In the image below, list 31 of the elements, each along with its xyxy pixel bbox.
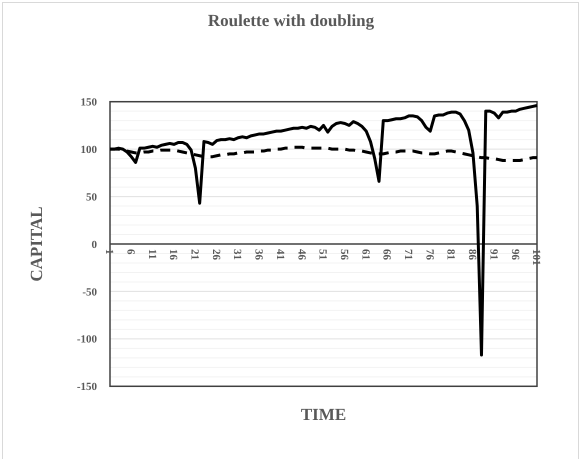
x-tick-label: 21 bbox=[188, 249, 201, 260]
y-tick-label: 150 bbox=[80, 96, 98, 109]
y-tick-label: -50 bbox=[82, 286, 98, 298]
y-tick-label: 50 bbox=[86, 191, 98, 204]
x-axis-title: TIME bbox=[300, 405, 346, 424]
x-tick-label: 36 bbox=[252, 249, 265, 260]
y-axis-title: CAPITAL bbox=[27, 206, 46, 282]
x-tick-label: 91 bbox=[487, 249, 500, 260]
x-tick-label: 76 bbox=[423, 249, 436, 260]
x-tick-label: 26 bbox=[210, 249, 222, 260]
x-tick-label: 1 bbox=[103, 249, 116, 254]
x-tick-label: 41 bbox=[274, 249, 286, 260]
y-tick-label: -100 bbox=[76, 334, 98, 346]
x-tick-label: 31 bbox=[231, 249, 244, 260]
x-tick-label: 66 bbox=[380, 249, 393, 260]
x-tick-label: 46 bbox=[295, 249, 308, 260]
y-tick-label: -150 bbox=[76, 381, 98, 394]
x-tick-label: 101 bbox=[530, 249, 542, 266]
chart-title: Roulette with doubling bbox=[208, 11, 375, 30]
x-tick-label: 16 bbox=[167, 249, 180, 260]
x-tick-label: 61 bbox=[359, 249, 372, 260]
x-tick-label: 11 bbox=[146, 249, 158, 260]
y-tick-label: 0 bbox=[92, 238, 98, 251]
x-tick-label: 86 bbox=[466, 249, 478, 260]
x-tick-label: 96 bbox=[508, 249, 521, 260]
x-tick-label: 56 bbox=[338, 249, 350, 260]
x-tick-label: 51 bbox=[316, 249, 329, 260]
x-tick-label: 81 bbox=[444, 249, 457, 260]
x-tick-label: 6 bbox=[124, 249, 136, 255]
y-tick-label: 100 bbox=[80, 144, 98, 156]
x-tick-label: 71 bbox=[402, 249, 414, 260]
